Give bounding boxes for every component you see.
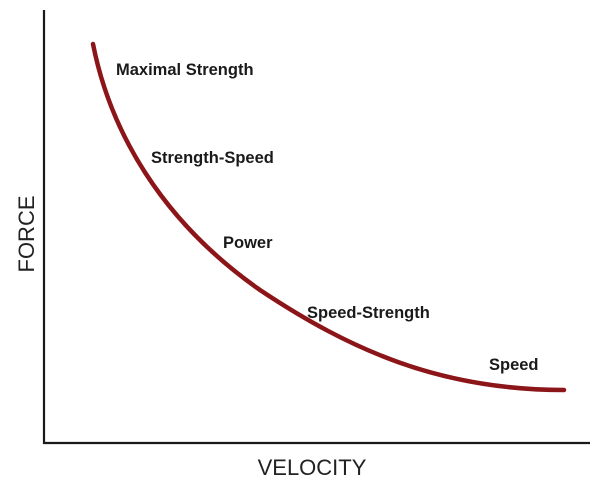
zone-label-speed: Speed <box>489 356 539 374</box>
force-velocity-curve <box>90 41 567 393</box>
zone-label-strength-speed: Strength-Speed <box>151 149 274 167</box>
x-axis-title: VELOCITY <box>258 455 367 480</box>
zone-label-maximal-strength: Maximal Strength <box>116 61 254 79</box>
zone-label-speed-strength: Speed-Strength <box>307 304 430 322</box>
y-axis-title: FORCE <box>14 196 39 273</box>
zone-label-power: Power <box>223 234 273 252</box>
